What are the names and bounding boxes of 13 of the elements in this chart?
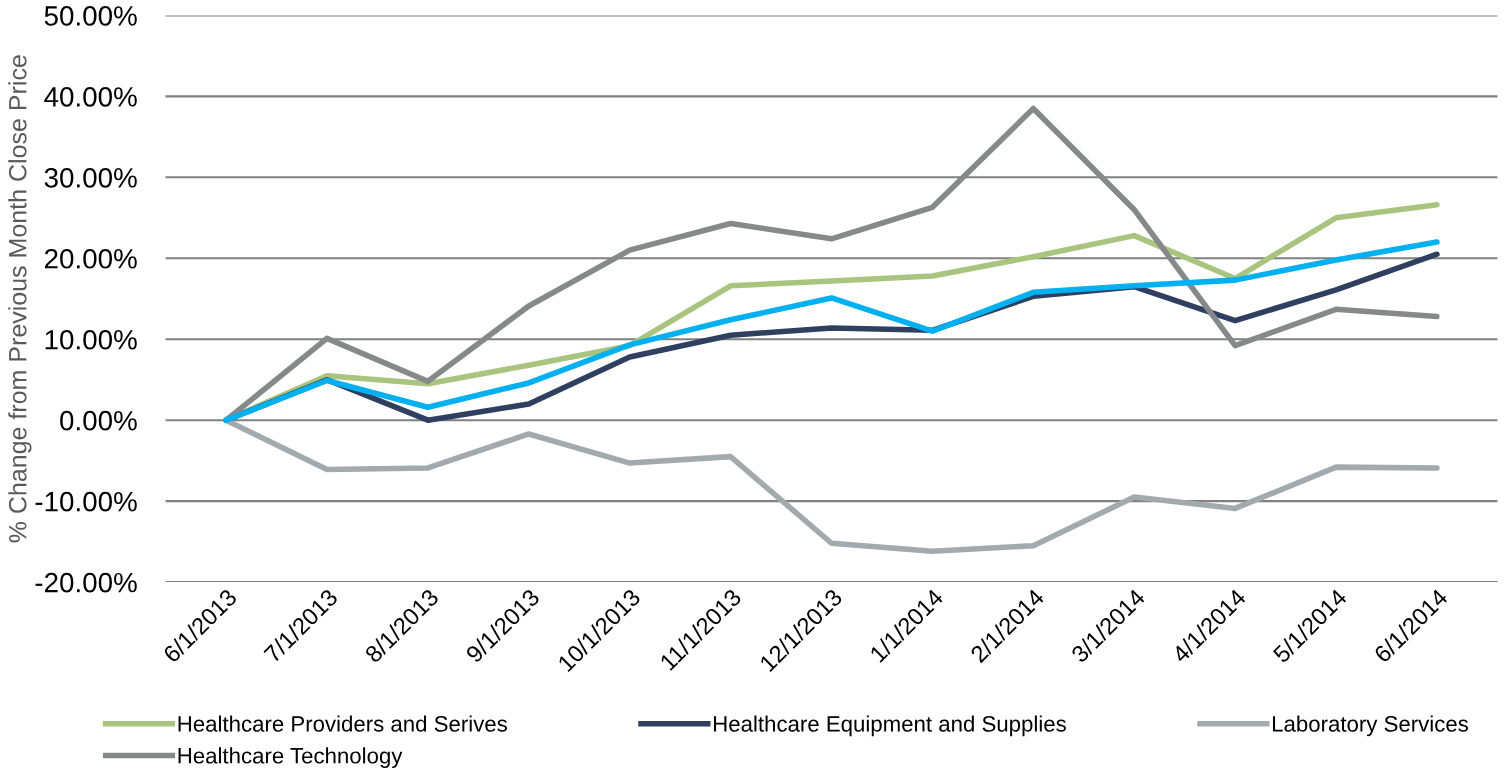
y-tick-label: -10.00% xyxy=(35,491,137,512)
y-tick-label: 30.00% xyxy=(44,168,137,188)
y-tick-label: 50.00% xyxy=(44,6,137,26)
legend-label: Healthcare Equipment and Supplies xyxy=(714,715,1066,737)
legend-label: Healthcare Providers and Serives xyxy=(178,715,507,732)
y-tick-label: 10.00% xyxy=(45,329,137,350)
y-tick-label: 20.00% xyxy=(44,248,137,269)
y-tick-label: 0.00% xyxy=(60,410,137,431)
y-axis-title: % Change from Previous Month Close Price xyxy=(8,55,32,543)
legend-label: Healthcare Technology xyxy=(178,747,403,768)
legend-label: Laboratory Services xyxy=(1272,715,1468,737)
y-tick-label: 40.00% xyxy=(44,87,137,107)
y-tick-label: -20.00% xyxy=(35,572,137,593)
